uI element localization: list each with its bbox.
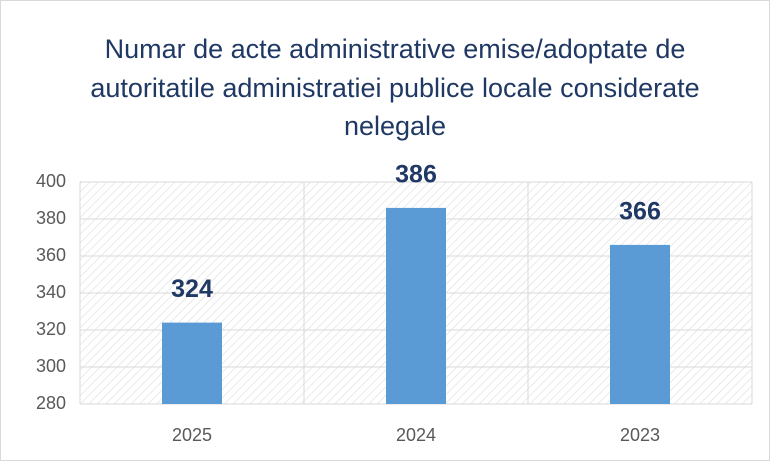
y-tick-label: 300	[36, 356, 66, 376]
data-label: 366	[619, 198, 661, 226]
y-tick-label: 400	[36, 171, 66, 191]
chart-title: Numar de acte administrative emise/adopt…	[90, 34, 700, 141]
x-tick-label: 2024	[396, 425, 436, 445]
x-tick-label: 2023	[620, 425, 660, 445]
y-tick-label: 360	[36, 245, 66, 265]
data-label: 324	[171, 275, 213, 303]
y-tick-label: 320	[36, 319, 66, 339]
bar	[386, 207, 446, 404]
y-tick-label: 340	[36, 282, 66, 302]
data-label: 386	[395, 161, 437, 189]
y-tick-label: 280	[36, 393, 66, 413]
y-tick-label: 380	[36, 208, 66, 228]
x-tick-label: 2025	[172, 425, 212, 445]
bar	[610, 244, 670, 404]
bar	[162, 322, 222, 404]
